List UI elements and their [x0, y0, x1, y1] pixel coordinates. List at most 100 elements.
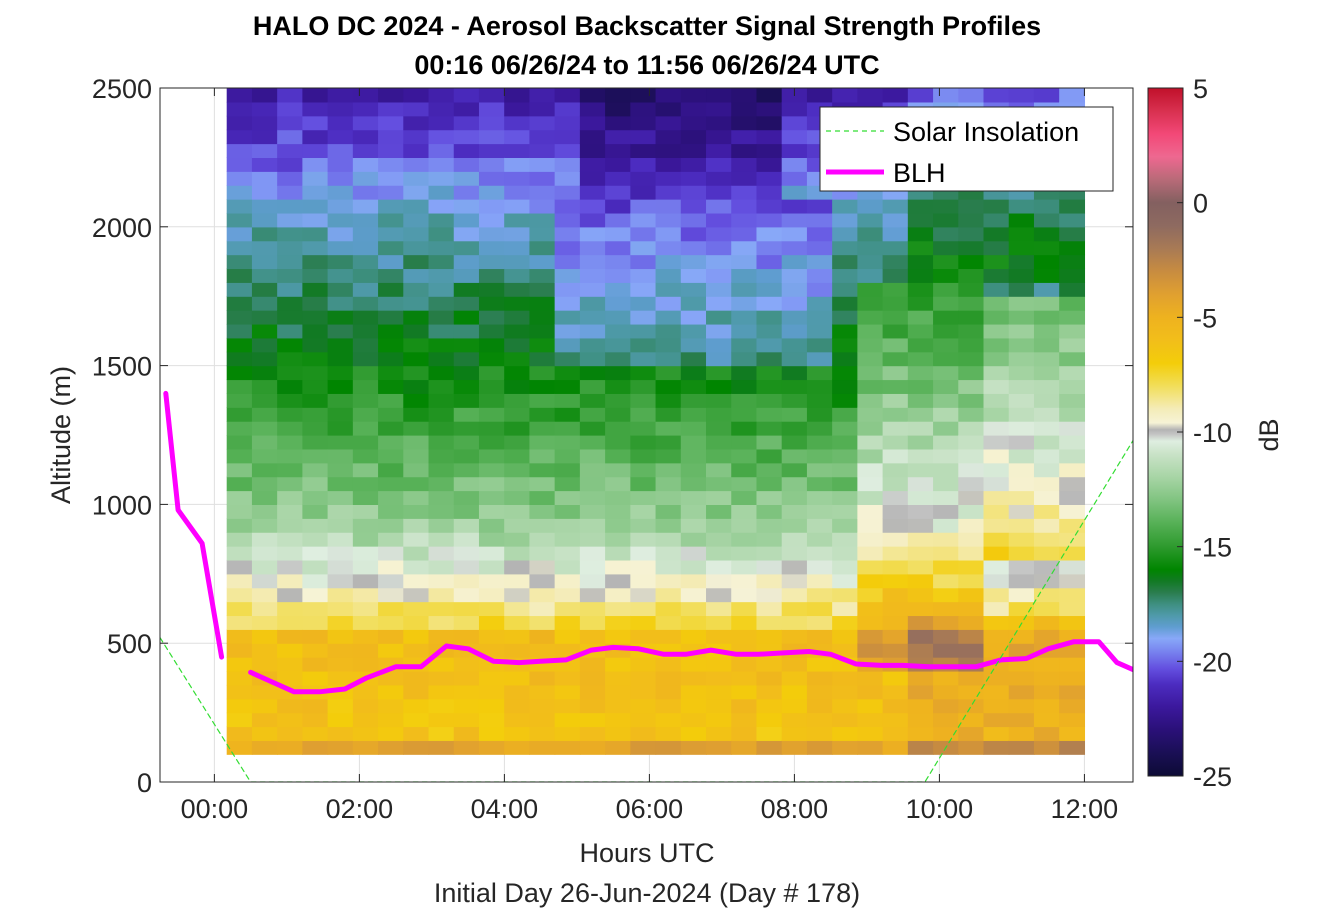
heatmap-cell [378, 379, 404, 394]
heatmap-cell [933, 726, 959, 741]
heatmap-cell [706, 698, 732, 714]
heatmap-cell [655, 684, 682, 700]
heatmap-cell [579, 199, 606, 214]
heatmap-cell [781, 393, 808, 408]
heatmap-cell [756, 115, 783, 131]
heatmap-cell [731, 740, 758, 755]
heatmap-cell [554, 740, 581, 755]
heatmap-cell [478, 254, 505, 270]
heatmap-cell [1033, 254, 1060, 270]
heatmap-cell [1008, 296, 1035, 311]
heatmap-cell [781, 379, 808, 394]
heatmap-cell [504, 268, 531, 283]
heatmap-cell [680, 712, 707, 728]
heatmap-cell [453, 712, 480, 728]
heatmap-cell [251, 337, 278, 353]
heatmap-cell [226, 518, 253, 533]
heatmap-cell [983, 240, 1010, 256]
heatmap-cell [529, 587, 556, 603]
heatmap-cell [378, 115, 404, 131]
heatmap-cell [706, 629, 732, 644]
heatmap-cell [605, 684, 631, 700]
heatmap-cell [453, 282, 480, 297]
heatmap-cell [277, 601, 303, 617]
heatmap-cell [226, 643, 253, 658]
heatmap-cell [428, 240, 455, 256]
heatmap-cell [680, 323, 707, 339]
heatmap-cell [251, 157, 278, 172]
heatmap-cell [352, 407, 379, 422]
heatmap-cell [327, 448, 354, 464]
heatmap-cell [630, 129, 657, 145]
heatmap-cell [706, 726, 732, 741]
heatmap-cell [554, 199, 581, 214]
heatmap-cell [680, 199, 707, 214]
heatmap-cell [251, 448, 278, 464]
heatmap-cell [453, 698, 480, 714]
heatmap-cell [731, 282, 758, 297]
heatmap-cell [1033, 518, 1060, 533]
heatmap-cell [554, 435, 581, 450]
heatmap-cell [731, 379, 758, 394]
heatmap-cell [453, 240, 480, 256]
heatmap-cell [605, 601, 631, 617]
heatmap-cell [428, 171, 455, 186]
heatmap-cell [403, 365, 430, 381]
heatmap-cell [857, 573, 884, 589]
heatmap-cell [403, 643, 430, 658]
heatmap-cell [478, 421, 505, 436]
heatmap-cell [327, 296, 354, 311]
heatmap-cell [605, 559, 631, 575]
heatmap-cell [1059, 601, 1086, 617]
heatmap-cell [554, 365, 581, 381]
blh-line [248, 639, 1133, 695]
heatmap-cell [781, 185, 808, 200]
colorbar-tick-label: -20 [1193, 647, 1232, 677]
heatmap-cell [806, 393, 833, 408]
heatmap-cell [302, 379, 329, 394]
heatmap-cell [655, 573, 682, 589]
heatmap-cell [655, 476, 682, 492]
heatmap-cell [731, 143, 758, 158]
heatmap-cell [378, 573, 404, 589]
heatmap-cell [1008, 546, 1035, 561]
heatmap-cell [428, 296, 455, 311]
heatmap-cell [504, 546, 531, 561]
heatmap-cell [756, 698, 783, 714]
heatmap-cell [1059, 573, 1086, 589]
heatmap-cell [958, 504, 985, 519]
heatmap-cell [857, 268, 884, 283]
heatmap-cell [529, 88, 556, 103]
heatmap-cell [655, 629, 682, 644]
heatmap-cell [478, 157, 505, 172]
heatmap-cell [428, 365, 455, 381]
heatmap-cell [680, 379, 707, 394]
heatmap-cell [378, 171, 404, 186]
heatmap-cell [478, 393, 505, 408]
heatmap-cell [756, 448, 783, 464]
heatmap-cell [731, 296, 758, 311]
heatmap-cell [983, 226, 1010, 242]
heatmap-cell [504, 88, 531, 103]
heatmap-cell [983, 573, 1010, 589]
heatmap-cell [554, 407, 581, 422]
heatmap-cell [277, 573, 303, 589]
heatmap-cell [781, 657, 808, 672]
heatmap-cell [1059, 670, 1086, 686]
heatmap-cell [403, 587, 430, 603]
heatmap-cell [453, 296, 480, 311]
heatmap-cell [302, 587, 329, 603]
heatmap-cell [731, 684, 758, 700]
heatmap-cell [882, 476, 909, 492]
heatmap-cell [226, 379, 253, 394]
heatmap-cell [983, 282, 1010, 297]
heatmap-cell [251, 88, 278, 103]
heatmap-cell [680, 601, 707, 617]
heatmap-cell [1008, 532, 1035, 547]
heatmap-cell [857, 199, 884, 214]
heatmap-cell [378, 518, 404, 533]
heatmap-cell [605, 296, 631, 311]
heatmap-cell [907, 421, 934, 436]
heatmap-cell [378, 726, 404, 741]
x-tick-label: 02:00 [326, 794, 394, 824]
